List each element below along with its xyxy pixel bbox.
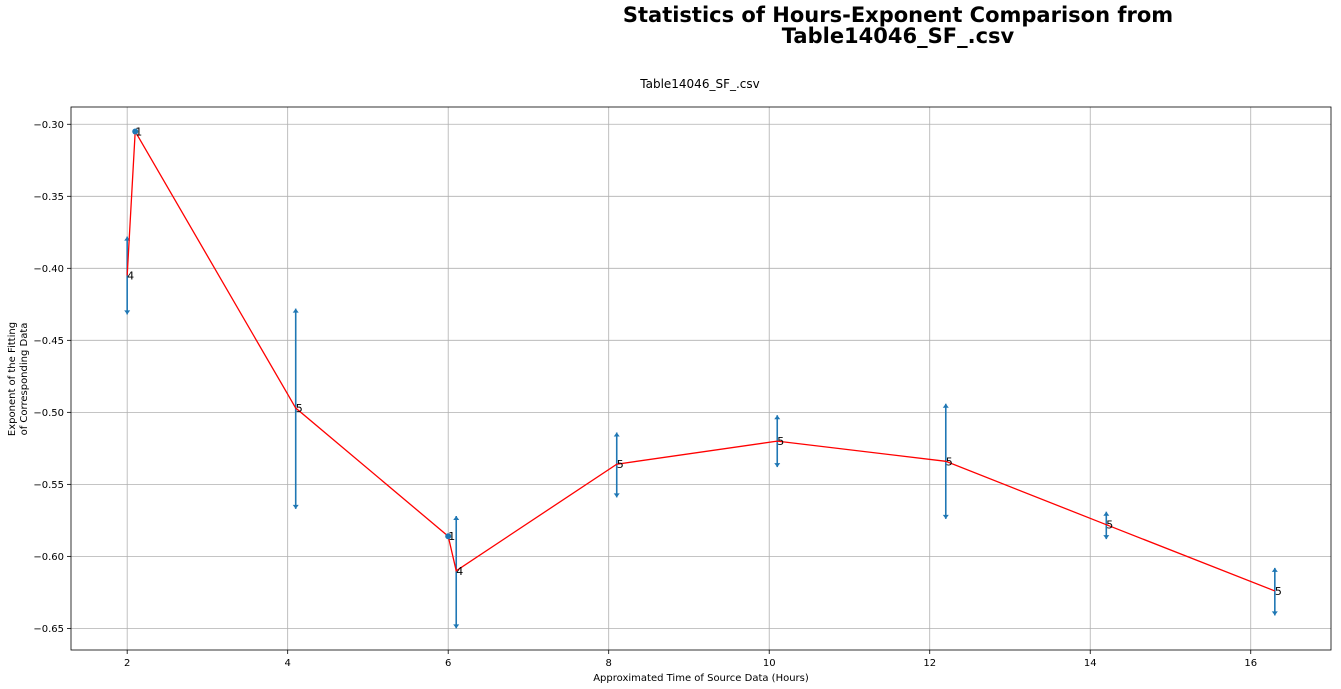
error-bar-cap-bottom <box>1103 535 1110 540</box>
point-markers <box>132 128 452 540</box>
count-label: 1 <box>448 530 455 543</box>
error-bar-cap-top <box>1103 511 1110 516</box>
error-bar-cap-top <box>292 308 299 313</box>
y-axis-label-line-2: of Corresponding Data <box>19 323 30 436</box>
x-tick-label: 16 <box>1244 658 1257 669</box>
error-bar-cap-top <box>613 432 620 437</box>
count-label: 5 <box>1275 585 1282 598</box>
point-marker <box>445 533 452 540</box>
count-label: 4 <box>456 565 463 578</box>
error-bar-cap-bottom <box>1271 611 1278 616</box>
x-tick-label: 6 <box>445 658 451 669</box>
plot-frame <box>70 106 1332 651</box>
error-bar-cap-top <box>942 403 949 408</box>
error-bars <box>124 236 1278 629</box>
y-tick-label: −0.40 <box>33 264 64 275</box>
point-marker <box>132 128 139 135</box>
x-tick-label: 2 <box>124 658 130 669</box>
count-label: 1 <box>135 125 142 138</box>
y-tick-label: −0.65 <box>33 624 64 635</box>
x-tick-label: 14 <box>1084 658 1097 669</box>
y-tick-label: −0.35 <box>33 192 64 203</box>
error-bar-cap-bottom <box>292 504 299 509</box>
count-labels: 4 1 5 1 4 5 5 5 5 5 <box>127 125 1282 597</box>
y-tick-label: −0.30 <box>33 120 64 131</box>
series-line <box>126 129 1276 592</box>
chart-title-line-1: Statistics of Hours-Exponent Comparison … <box>623 3 1173 27</box>
error-bar-cap-top <box>774 415 781 420</box>
y-tick-label: −0.50 <box>33 408 64 419</box>
chart-title-line-2: Table14046_SF_.csv <box>782 24 1015 48</box>
y-tick-label: −0.55 <box>33 480 64 491</box>
x-axis-ticks: 2 4 6 8 10 12 14 16 <box>124 650 1257 669</box>
y-axis-label-line-1: Exponent of the Fitting <box>7 322 18 436</box>
error-bar-cap-bottom <box>774 463 781 468</box>
grid <box>71 107 1331 650</box>
y-tick-label: −0.45 <box>33 336 64 347</box>
error-bar-cap-bottom <box>453 624 460 629</box>
x-tick-label: 8 <box>606 658 612 669</box>
count-label: 4 <box>127 270 134 283</box>
error-bar-cap-bottom <box>942 514 949 519</box>
x-axis-label: Approximated Time of Source Data (Hours) <box>593 673 809 684</box>
count-label: 5 <box>296 402 303 415</box>
y-tick-label: −0.60 <box>33 552 64 563</box>
error-bar-cap-bottom <box>613 493 620 498</box>
x-tick-label: 4 <box>285 658 291 669</box>
error-bar-cap-top <box>453 516 460 521</box>
count-label: 5 <box>946 455 953 468</box>
x-tick-label: 12 <box>923 658 936 669</box>
chart-subtitle: Table14046_SF_.csv <box>639 77 760 91</box>
y-axis-ticks: −0.30 −0.35 −0.40 −0.45 −0.50 −0.55 −0.60 −0.65 <box>33 120 71 635</box>
count-label: 5 <box>617 458 624 471</box>
count-label: 5 <box>777 435 784 448</box>
x-tick-label: 10 <box>763 658 776 669</box>
error-bar-cap-bottom <box>124 310 131 315</box>
count-label: 5 <box>1106 519 1113 532</box>
error-bar-cap-top <box>1271 567 1278 572</box>
